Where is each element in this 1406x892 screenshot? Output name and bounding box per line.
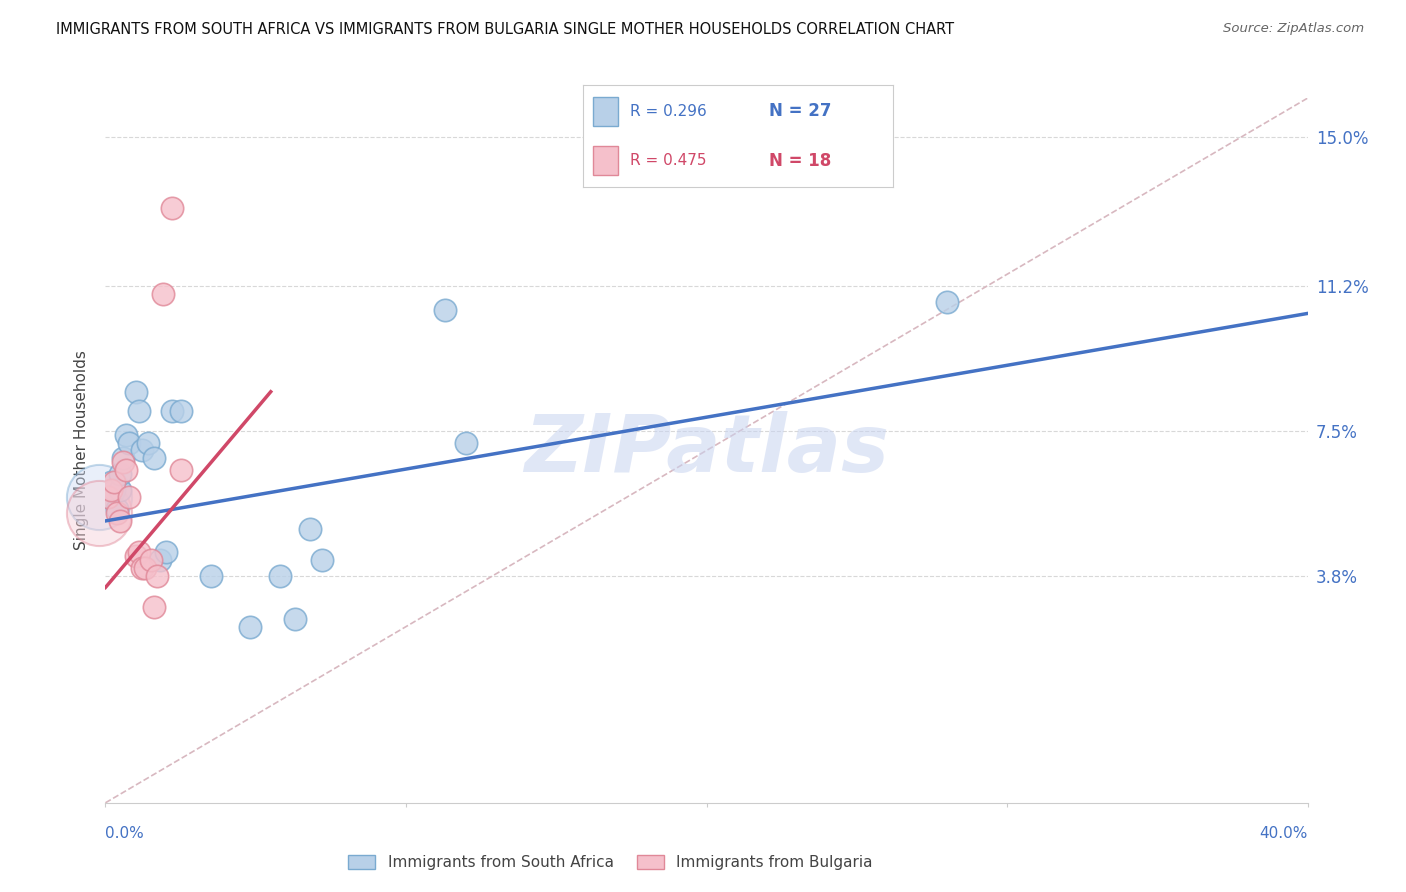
Point [239, 620, 262, 634]
Point [100, 483, 122, 497]
Point [110, 467, 132, 481]
Point [160, 201, 183, 215]
FancyBboxPatch shape [593, 146, 617, 175]
Point [107, 506, 129, 520]
Point [118, 491, 141, 505]
Text: Source: ZipAtlas.com: Source: ZipAtlas.com [1223, 22, 1364, 36]
Point [103, 475, 125, 489]
Point [89, 491, 111, 505]
Point [454, 435, 477, 450]
Point [169, 404, 191, 418]
Point [97, 491, 120, 505]
Point [434, 302, 457, 317]
Legend: Immigrants from South Africa, Immigrants from Bulgaria: Immigrants from South Africa, Immigrants… [342, 849, 879, 876]
Point [97, 491, 120, 505]
Point [124, 549, 146, 564]
Text: N = 27: N = 27 [769, 103, 831, 120]
Text: 40.0%: 40.0% [1260, 826, 1308, 841]
Point [200, 568, 222, 582]
Text: 0.0%: 0.0% [105, 826, 145, 841]
Point [311, 553, 333, 567]
Point [139, 553, 162, 567]
Point [155, 545, 177, 559]
Point [136, 435, 159, 450]
Point [128, 545, 150, 559]
Point [142, 451, 165, 466]
Point [112, 451, 135, 466]
Point [142, 600, 165, 615]
Point [110, 514, 132, 528]
Point [134, 561, 156, 575]
Point [128, 404, 150, 418]
Point [131, 561, 153, 575]
Text: ZIPatlas: ZIPatlas [524, 411, 889, 490]
Point [148, 553, 170, 567]
Point [124, 384, 146, 399]
Point [298, 522, 321, 536]
Point [100, 475, 122, 489]
Point [107, 502, 129, 516]
Text: R = 0.475: R = 0.475 [630, 153, 706, 169]
Point [269, 568, 291, 582]
Point [169, 463, 191, 477]
Text: N = 18: N = 18 [769, 152, 831, 169]
Point [131, 443, 153, 458]
Point [115, 427, 138, 442]
Point [152, 286, 174, 301]
Point [160, 404, 183, 418]
Text: IMMIGRANTS FROM SOUTH AFRICA VS IMMIGRANTS FROM BULGARIA SINGLE MOTHER HOUSEHOLD: IMMIGRANTS FROM SOUTH AFRICA VS IMMIGRAN… [56, 22, 955, 37]
Text: R = 0.296: R = 0.296 [630, 103, 707, 119]
Point [145, 568, 167, 582]
Point [118, 435, 141, 450]
Point [936, 294, 959, 309]
Point [110, 483, 132, 497]
Y-axis label: Single Mother Households: Single Mother Households [75, 351, 90, 550]
Point [103, 483, 125, 497]
Point [115, 463, 138, 477]
Point [89, 506, 111, 520]
Point [284, 612, 307, 626]
Point [112, 455, 135, 469]
FancyBboxPatch shape [593, 97, 617, 126]
